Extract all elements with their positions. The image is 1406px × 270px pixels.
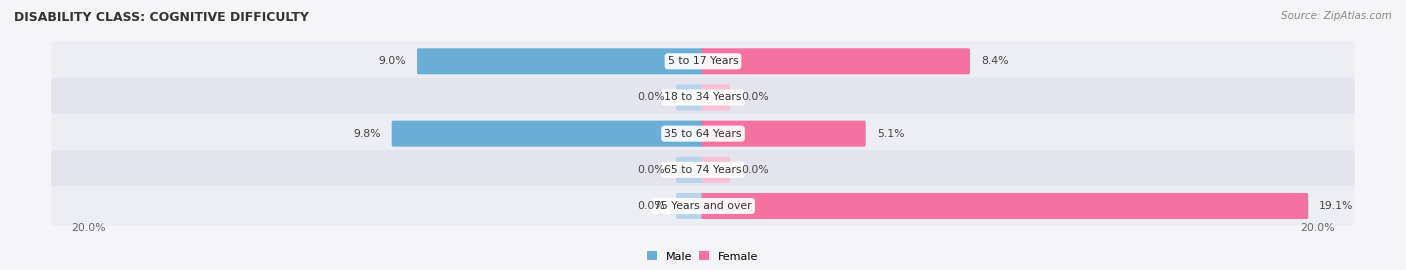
FancyBboxPatch shape <box>702 48 970 74</box>
FancyBboxPatch shape <box>676 193 704 219</box>
Text: 0.0%: 0.0% <box>637 201 665 211</box>
Text: 0.0%: 0.0% <box>741 165 769 175</box>
Text: 20.0%: 20.0% <box>70 223 105 233</box>
Text: 0.0%: 0.0% <box>741 93 769 103</box>
FancyBboxPatch shape <box>52 114 1354 154</box>
Text: 9.8%: 9.8% <box>353 129 381 139</box>
FancyBboxPatch shape <box>52 77 1354 117</box>
FancyBboxPatch shape <box>418 48 704 74</box>
FancyBboxPatch shape <box>676 157 704 183</box>
FancyBboxPatch shape <box>702 121 866 147</box>
Text: 5 to 17 Years: 5 to 17 Years <box>668 56 738 66</box>
FancyBboxPatch shape <box>702 157 730 183</box>
Text: 0.0%: 0.0% <box>637 165 665 175</box>
Text: 8.4%: 8.4% <box>981 56 1008 66</box>
Text: 9.0%: 9.0% <box>378 56 406 66</box>
Text: 20.0%: 20.0% <box>1301 223 1336 233</box>
FancyBboxPatch shape <box>676 85 704 110</box>
FancyBboxPatch shape <box>52 186 1354 226</box>
Text: 75 Years and over: 75 Years and over <box>654 201 752 211</box>
Legend: Male, Female: Male, Female <box>643 247 763 266</box>
FancyBboxPatch shape <box>392 121 704 147</box>
Text: 18 to 34 Years: 18 to 34 Years <box>664 93 742 103</box>
Text: 35 to 64 Years: 35 to 64 Years <box>664 129 742 139</box>
Text: 5.1%: 5.1% <box>877 129 904 139</box>
Text: 19.1%: 19.1% <box>1319 201 1354 211</box>
FancyBboxPatch shape <box>702 193 1308 219</box>
FancyBboxPatch shape <box>52 41 1354 81</box>
FancyBboxPatch shape <box>702 85 730 110</box>
FancyBboxPatch shape <box>52 150 1354 190</box>
Text: Source: ZipAtlas.com: Source: ZipAtlas.com <box>1281 11 1392 21</box>
Text: DISABILITY CLASS: COGNITIVE DIFFICULTY: DISABILITY CLASS: COGNITIVE DIFFICULTY <box>14 11 309 24</box>
Text: 65 to 74 Years: 65 to 74 Years <box>664 165 742 175</box>
Text: 0.0%: 0.0% <box>637 93 665 103</box>
